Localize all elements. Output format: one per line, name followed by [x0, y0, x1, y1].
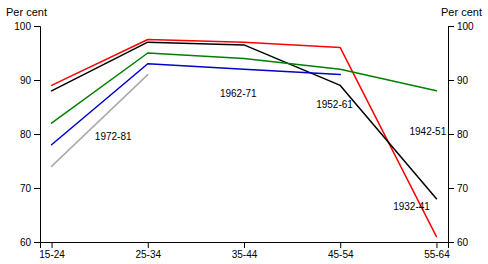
series-label: 1942-51	[410, 126, 447, 137]
series-label: 1932-41	[393, 201, 430, 212]
tick-mark	[436, 242, 437, 248]
tick-mark	[34, 188, 40, 189]
tick: 15-24	[39, 242, 65, 260]
series-line	[52, 40, 437, 237]
series-line	[52, 42, 437, 199]
tick: 60	[448, 237, 469, 248]
tick: 70	[20, 183, 40, 194]
tick-label: 15-24	[39, 249, 65, 260]
tick-mark	[448, 242, 454, 243]
tick-label: 55-64	[424, 249, 450, 260]
tick: 90	[448, 75, 469, 86]
series-line	[52, 75, 148, 167]
tick-label: 60	[20, 237, 32, 248]
tick-label: 70	[457, 183, 469, 194]
series-line	[52, 53, 437, 123]
plot: 15-24 25-34 35-44 45-54 55-64 60 70 80 90 100 60 70…	[14, 21, 474, 260]
axis-line	[41, 243, 449, 249]
tick-mark	[34, 26, 40, 27]
tick-label: 70	[20, 183, 32, 194]
tick-mark	[448, 134, 454, 135]
series-label: 1952-61	[316, 99, 353, 110]
tick: 80	[20, 129, 40, 140]
tick-label: 35-44	[232, 249, 258, 260]
tick-mark	[34, 80, 40, 81]
tick: 35-44	[232, 242, 258, 260]
series-line	[52, 64, 341, 145]
y-axis: 60 70 80 90 100	[14, 21, 40, 248]
tick: 60	[20, 237, 40, 248]
tick-label: 90	[457, 75, 469, 86]
tick: 55-64	[424, 242, 450, 260]
tick-mark	[244, 242, 245, 248]
tick: 25-34	[135, 242, 161, 260]
tick-mark	[340, 242, 341, 248]
tick: 100	[14, 21, 40, 32]
tick: 70	[448, 183, 469, 194]
tick-label: 60	[457, 237, 469, 248]
tick-label: 25-34	[135, 249, 161, 260]
y2-axis-title: Per cent	[441, 6, 482, 18]
chart: 15-24 25-34 35-44 45-54 55-64 60 70 80 90 100 60 70…	[0, 0, 488, 264]
series-labels: 1932-41 1942-51 1952-61 1962-71 1972-81	[95, 88, 447, 212]
series-label: 1972-81	[95, 131, 132, 142]
tick: 100	[448, 21, 474, 32]
y2-axis: 60 70 80 90 100	[448, 21, 474, 248]
tick-mark	[148, 242, 149, 248]
axis-line	[34, 27, 41, 243]
tick-mark	[52, 242, 53, 248]
tick-label: 80	[20, 129, 32, 140]
tick-label: 100	[14, 21, 31, 32]
tick-mark	[448, 80, 454, 81]
tick-label: 45-54	[328, 249, 354, 260]
tick-mark	[448, 26, 454, 27]
series-label: 1962-71	[220, 88, 257, 99]
tick: 90	[20, 75, 40, 86]
lines	[52, 40, 437, 237]
tick-label: 90	[20, 75, 32, 86]
axis-line	[449, 27, 455, 243]
y-axis-title: Per cent	[6, 6, 47, 18]
tick-label: 80	[457, 129, 469, 140]
tick-mark	[34, 242, 40, 243]
tick-mark	[448, 188, 454, 189]
x-axis: 15-24 25-34 35-44 45-54 55-64	[39, 242, 450, 260]
tick-label: 100	[457, 21, 474, 32]
tick-mark	[34, 134, 40, 135]
tick: 80	[448, 129, 469, 140]
tick: 45-54	[328, 242, 354, 260]
